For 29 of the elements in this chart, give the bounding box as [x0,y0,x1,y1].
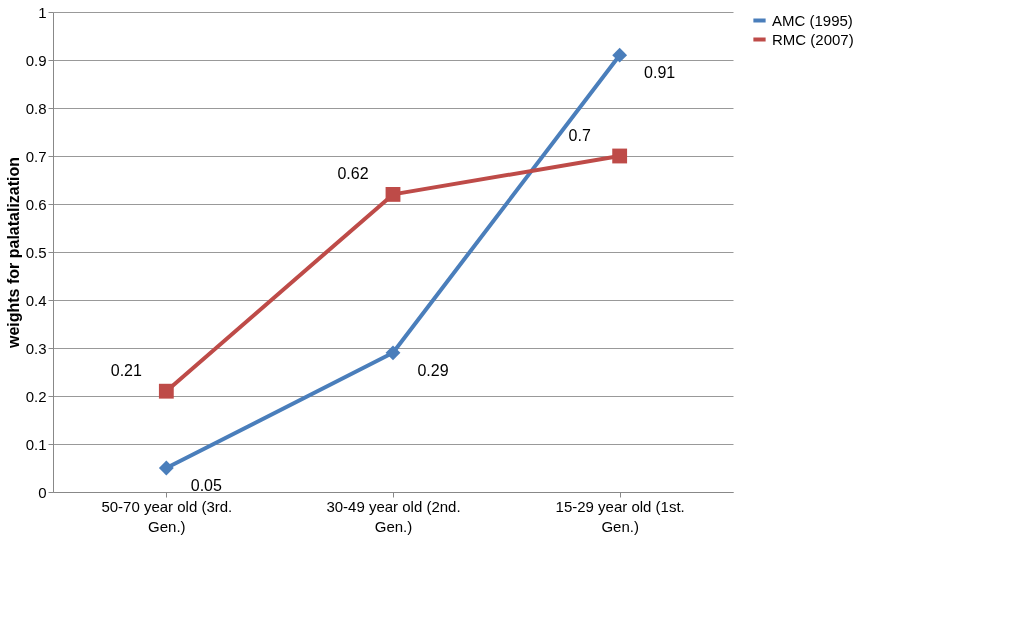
point [158,460,174,476]
data-label: 0.21 [110,362,143,380]
y-tick-label: 0.8 [25,99,47,117]
point [158,383,174,399]
legend-label: AMC (1995) [772,11,853,29]
y-tick-label: 0.1 [25,435,47,453]
point [385,186,401,202]
y-tick-label: 0 [38,483,47,501]
y-tick-label: 0.6 [25,195,47,213]
y-axis-title: weights for palatalization [4,156,22,350]
y-tick-label: 0.2 [25,387,47,405]
y-tick-label: 1 [38,3,47,21]
data-label: 0.05 [190,477,223,494]
point [385,345,401,361]
x-tick-label: 30-49 year old (2nd. Gen.) [326,497,461,535]
y-tick-label: 0.7 [25,147,47,165]
y-tick-label: 0.9 [25,51,47,69]
data-label: 0.91 [644,64,676,82]
legend-label: RMC (2007) [772,30,854,48]
data-label: 0.62 [337,165,369,183]
y-tick-label: 0.5 [25,243,47,261]
point [612,47,628,63]
x-tick-label: 15-29 year old (1st. Gen.) [555,497,685,535]
y-tick-label: 0.4 [25,291,47,309]
data-label: 0.29 [417,361,449,379]
data-label: 0.7 [568,127,591,144]
x-tick-label: 50-70 year old (3rd. Gen.) [101,497,233,535]
point [612,148,628,164]
y-tick-label: 0.3 [25,339,47,357]
